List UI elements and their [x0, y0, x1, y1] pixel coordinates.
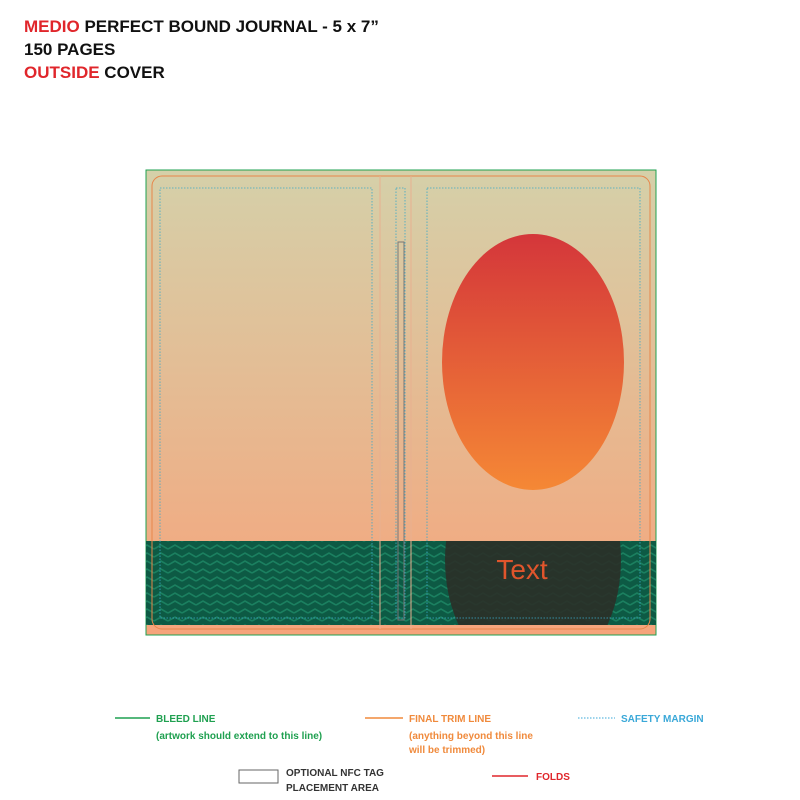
subtitle: 150 PAGES — [24, 40, 115, 59]
cover: Text — [145, 169, 657, 636]
legend: BLEED LINE (artwork should extend to thi… — [115, 714, 704, 794]
highlight: MEDIO — [24, 17, 80, 36]
legend-label: OPTIONAL NFC TAG — [286, 768, 384, 779]
legend-label: BLEED LINE — [156, 714, 216, 725]
safety-margin — [159, 187, 373, 619]
title-text: COVER — [104, 63, 164, 82]
legend-note: (artwork should extend to this line) — [156, 731, 322, 742]
safety-margin — [426, 187, 641, 619]
sun — [442, 234, 624, 490]
nfc-area — [397, 241, 405, 621]
title-line: MEDIO PERFECT BOUND JOURNAL - 5 x 7” — [24, 17, 379, 36]
legend-label: FINAL TRIM LINE — [409, 714, 491, 725]
safety-margin — [395, 187, 406, 619]
trim-line — [151, 175, 651, 630]
title-line: OUTSIDE COVER — [24, 63, 165, 82]
legend-note: will be trimmed) — [408, 745, 485, 756]
legend-note: (anything beyond this line — [409, 731, 533, 742]
highlight: OUTSIDE — [24, 63, 100, 82]
legend-swatch — [238, 769, 279, 784]
legend-label: FOLDS — [536, 772, 570, 783]
cover-text: Text — [496, 554, 548, 585]
shadow — [445, 541, 621, 625]
title-text: PERFECT BOUND JOURNAL - 5 x 7” — [84, 17, 378, 36]
legend-label: SAFETY MARGIN — [621, 714, 704, 725]
legend-label: PLACEMENT AREA — [286, 783, 379, 794]
